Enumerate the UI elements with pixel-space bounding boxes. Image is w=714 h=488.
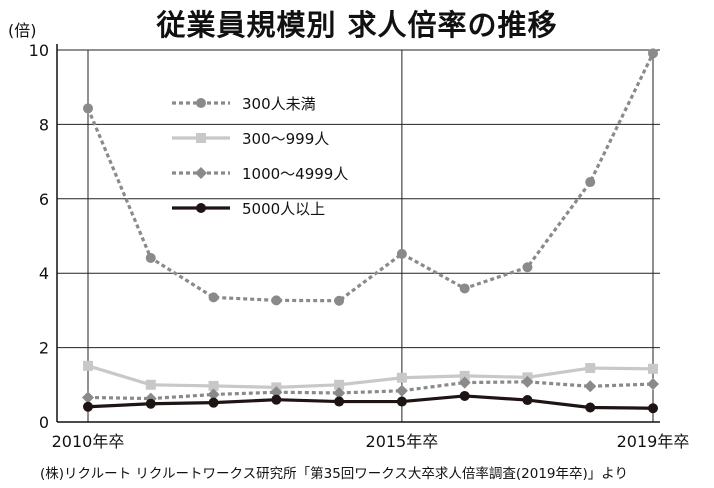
- data-point: [270, 386, 283, 399]
- legend-label: 300〜999人: [242, 130, 329, 148]
- data-point: [522, 262, 533, 273]
- data-point: [208, 397, 219, 408]
- data-point: [208, 292, 219, 303]
- legend-marker: [196, 98, 206, 108]
- data-point: [333, 386, 346, 399]
- data-point: [459, 370, 470, 381]
- data-point: [271, 295, 282, 306]
- data-point: [208, 380, 219, 391]
- data-point: [459, 390, 470, 401]
- data-point: [395, 384, 408, 397]
- data-point: [585, 402, 596, 413]
- data-point: [396, 396, 407, 407]
- legend-label: 300人未満: [242, 95, 316, 113]
- data-point: [522, 395, 533, 406]
- y-tick-label: 4: [39, 264, 49, 283]
- legend-marker: [195, 167, 207, 179]
- legend-marker: [196, 203, 206, 213]
- x-tick-label: 2015年卒: [366, 432, 439, 451]
- data-point: [585, 363, 596, 374]
- y-tick-label: 6: [39, 190, 49, 209]
- data-point: [648, 363, 658, 374]
- data-point: [396, 248, 407, 259]
- data-point: [458, 376, 471, 389]
- data-point: [334, 295, 345, 306]
- x-tick-label: 2010年卒: [52, 432, 125, 451]
- y-tick-label: 8: [39, 115, 49, 134]
- data-point: [585, 177, 596, 188]
- data-point: [82, 391, 94, 404]
- data-point: [648, 403, 658, 414]
- series-line: [87, 364, 654, 390]
- data-point: [145, 379, 156, 390]
- data-point: [83, 401, 93, 412]
- data-point: [145, 252, 156, 263]
- legend-label: 5000人以上: [242, 200, 325, 218]
- data-point: [207, 388, 220, 401]
- series-line: [87, 394, 654, 410]
- data-point: [334, 379, 345, 390]
- data-point: [83, 103, 93, 114]
- data-point: [271, 394, 282, 405]
- data-point: [647, 378, 659, 391]
- legend-label: 1000〜4999人: [242, 165, 348, 183]
- legend-marker: [196, 133, 206, 143]
- series-line: [86, 52, 655, 303]
- series-line: [87, 380, 654, 401]
- chart-title: 従業員規模別 求人倍率の推移: [156, 8, 558, 42]
- y-axis-unit-label: (倍): [8, 21, 37, 40]
- y-tick-label: 2: [39, 339, 49, 358]
- data-point: [521, 375, 534, 388]
- y-tick-label: 10: [29, 41, 49, 60]
- y-tick-label: 0: [39, 413, 49, 432]
- data-point: [396, 372, 407, 383]
- data-point: [334, 396, 345, 407]
- data-point: [145, 398, 156, 409]
- x-tick-label: 2019年卒: [617, 432, 690, 451]
- data-point: [648, 48, 658, 59]
- source-note: (株)リクルート リクルートワークス研究所「第35回ワークス大卒求人倍率調査(2…: [40, 466, 629, 482]
- data-point: [584, 380, 597, 393]
- data-point: [83, 360, 93, 371]
- data-point: [459, 283, 470, 294]
